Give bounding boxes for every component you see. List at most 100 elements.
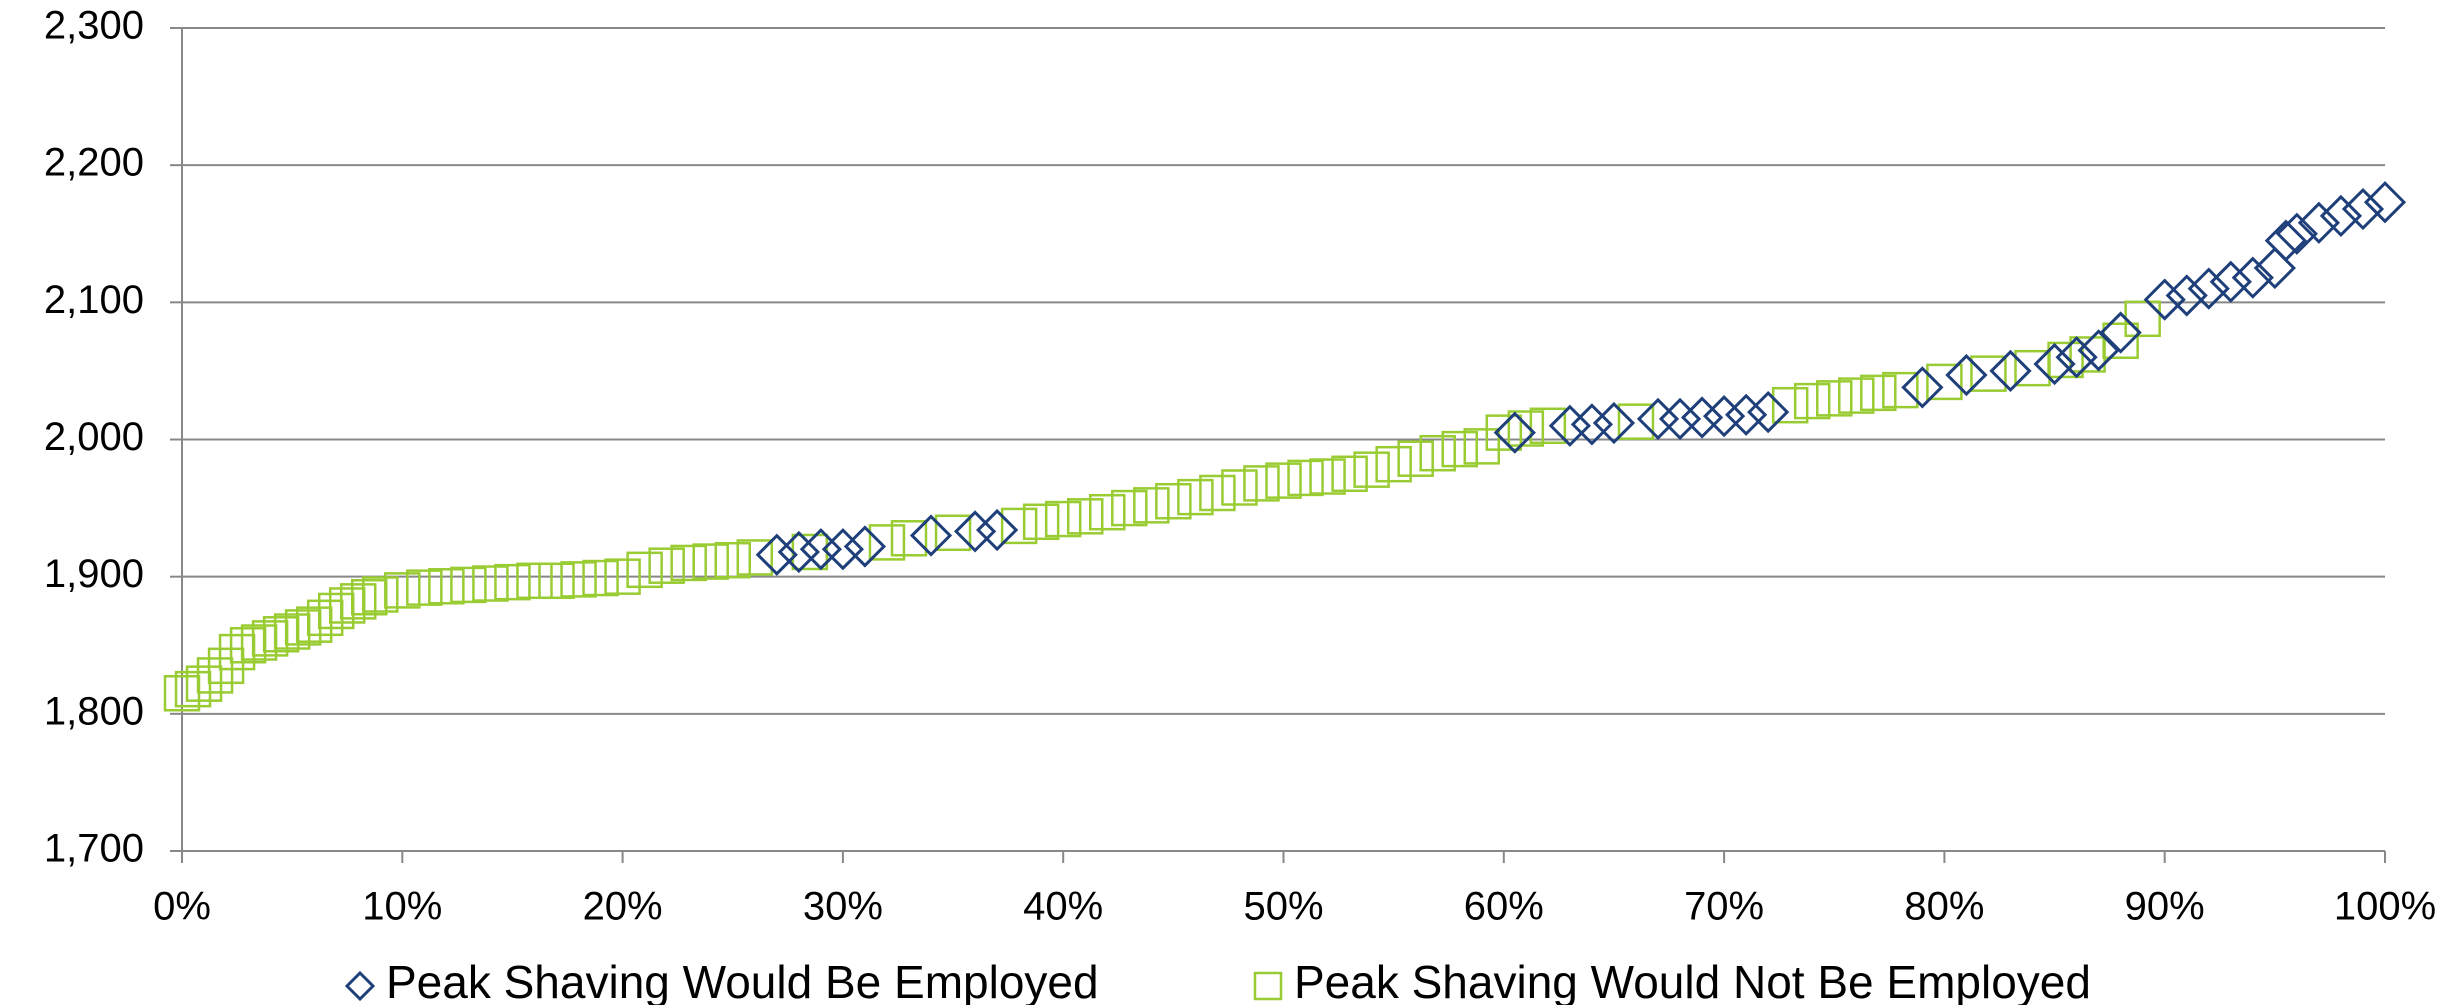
square-marker: [1419, 434, 1456, 472]
square-marker: [582, 559, 619, 597]
square-marker: [1771, 386, 1809, 424]
square-marker: [1375, 445, 1412, 483]
diamond-marker: [953, 510, 997, 553]
square-marker: [339, 583, 377, 620]
square-marker: [1860, 374, 1897, 412]
square-marker: [218, 633, 256, 671]
square-marker: [1177, 478, 1214, 516]
square-marker: [1397, 440, 1434, 477]
square-marker: [626, 551, 663, 589]
square-marker: [196, 657, 234, 694]
x-tick-label: 30%: [803, 885, 883, 929]
square-marker: [516, 562, 553, 600]
diamond-marker: [2165, 274, 2208, 317]
legend-label: Peak Shaving Would Not Be Employed: [1294, 956, 2091, 1005]
square-marker: [1816, 380, 1853, 417]
square-marker: [1529, 407, 1567, 445]
square-marker: [934, 514, 972, 552]
square-marker: [1221, 469, 1258, 506]
square-marker: [1331, 455, 1368, 493]
square-marker: [1287, 459, 1324, 497]
diamond-marker: [2055, 336, 2098, 379]
square-marker: [1111, 489, 1148, 527]
y-tick-label: 2,300: [44, 4, 144, 48]
square-marker: [2102, 322, 2139, 359]
x-tick-label: 80%: [1904, 885, 1984, 929]
x-tick-label: 40%: [1023, 885, 1103, 929]
x-tick-label: 20%: [583, 885, 663, 929]
diamond-marker: [1658, 397, 1702, 441]
square-marker: [692, 543, 729, 580]
diamond-marker: [1901, 366, 1944, 409]
square-marker: [1089, 493, 1126, 531]
diamond-marker: [2209, 260, 2252, 303]
diamond-marker: [1570, 403, 1614, 446]
x-tick-label: 90%: [2125, 885, 2205, 929]
y-tick-label: 2,100: [44, 278, 144, 322]
diamond-marker: [2253, 246, 2296, 290]
diamond-marker: [2319, 194, 2363, 238]
diamond-marker: [1548, 404, 1592, 447]
square-marker: [1970, 355, 2007, 392]
square-marker: [1155, 482, 1192, 520]
square-marker: [1353, 451, 1390, 488]
x-tick-label: 60%: [1464, 885, 1544, 929]
diamond-marker: [1989, 349, 2032, 393]
diamond-marker: [2264, 219, 2307, 262]
diamond-marker: [1493, 411, 1536, 454]
square-marker: [1044, 500, 1082, 538]
square-marker: [1066, 498, 1104, 535]
square-marker: [494, 563, 531, 601]
square-marker: [428, 568, 465, 605]
y-tick-label: 2,200: [44, 141, 144, 185]
diamond-marker: [2231, 256, 2274, 299]
square-marker: [1617, 403, 1655, 440]
square-marker: [1882, 371, 1919, 409]
square-marker: [538, 562, 575, 600]
diamond-marker: [2297, 201, 2341, 244]
square-marker: [736, 539, 774, 576]
diamond-marker: [799, 528, 842, 571]
y-tick-label: 2,000: [44, 415, 144, 459]
square-marker: [560, 561, 597, 598]
diamond-marker: [2363, 181, 2407, 224]
square-marker: [1793, 382, 1831, 420]
y-tick-label: 1,800: [44, 689, 144, 733]
diamond-marker: [1702, 395, 1746, 438]
square-marker: [1199, 474, 1236, 512]
square-marker: [1022, 503, 1060, 541]
diamond-marker: [1945, 353, 1988, 397]
square-marker: [207, 647, 245, 685]
square-marker: [1265, 462, 1302, 499]
diamond-marker: [1680, 396, 1724, 439]
diamond-marker: [843, 525, 887, 568]
y-tick-label: 1,700: [44, 827, 144, 871]
x-tick-label: 10%: [362, 885, 442, 929]
diamond-marker: [2341, 187, 2385, 231]
square-marker: [384, 572, 421, 609]
square-marker: [174, 670, 212, 708]
diamond-marker: [1725, 393, 1768, 436]
diamond-marker: [821, 528, 865, 571]
square-marker: [229, 627, 267, 664]
square-marker: [1000, 507, 1038, 545]
square-marker: [714, 541, 751, 579]
square-marker: [604, 558, 641, 595]
diamond-marker: [2187, 267, 2230, 310]
square-marker: [1926, 363, 1963, 401]
diamond-marker: [755, 533, 798, 576]
diamond-marker: [2099, 311, 2142, 354]
y-tick-label: 1,900: [44, 552, 144, 596]
diamond-marker: [975, 508, 1019, 552]
square-marker: [890, 520, 928, 557]
diamond-marker: [344, 970, 376, 1002]
square-marker: [648, 547, 685, 584]
square-marker: [362, 576, 399, 613]
square-marker: [1485, 414, 1523, 451]
x-tick-label: 0%: [153, 885, 211, 929]
square-marker: [1441, 430, 1478, 468]
square-marker: [1253, 971, 1283, 1001]
x-tick-label: 50%: [1243, 885, 1323, 929]
diamond-marker: [2033, 342, 2076, 386]
